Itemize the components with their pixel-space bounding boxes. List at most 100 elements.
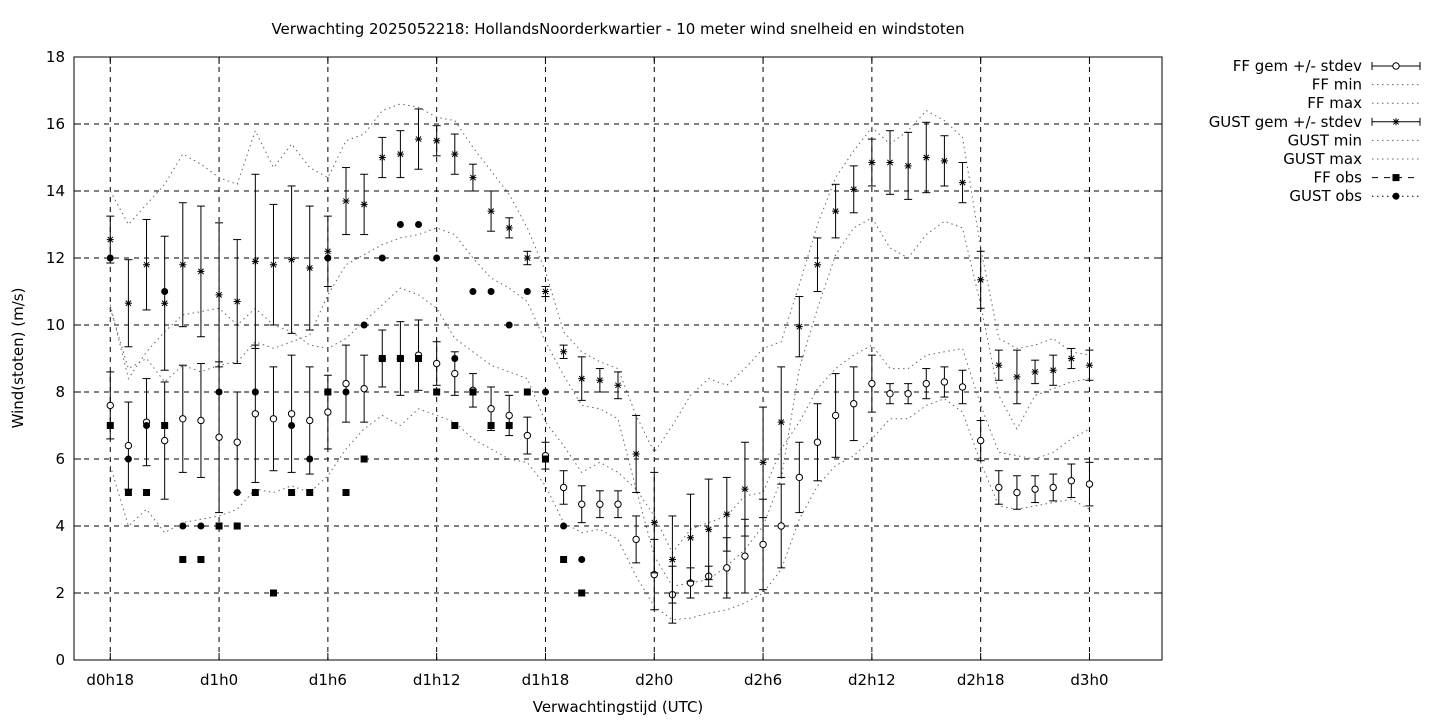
ff-mean-point — [215, 433, 223, 441]
gust-obs-point — [469, 288, 477, 295]
gust-mean-point — [161, 299, 169, 307]
legend-label: GUST max — [1283, 150, 1362, 168]
min-max-bands — [109, 103, 1090, 621]
gust-mean-point — [197, 267, 205, 275]
gust-mean-point — [1013, 373, 1021, 381]
gust-mean-point — [505, 224, 513, 232]
gust-mean-point — [723, 510, 731, 518]
x-tick-label: d3h0 — [1070, 671, 1108, 689]
gust-mean-point — [469, 174, 477, 182]
x-axis-label: Verwachtingstijd (UTC) — [533, 698, 704, 716]
gust-mean-point — [342, 197, 350, 205]
gust-mean-point — [904, 162, 912, 170]
gust-mean-point — [451, 150, 459, 158]
ff-mean-point — [976, 436, 985, 445]
gust-mean-point — [868, 159, 876, 167]
y-tick-label: 8 — [55, 383, 65, 401]
ff-obs-point — [106, 422, 114, 429]
ff-mean-point — [596, 500, 604, 508]
ff-mean-point — [451, 369, 459, 378]
ff-mean-point — [106, 401, 114, 410]
gust-mean-point — [1067, 355, 1075, 362]
y-tick-label: 0 — [55, 651, 65, 669]
ff-mean-point — [342, 379, 350, 388]
gust-mean-point — [415, 135, 423, 143]
gust-mean-point — [614, 381, 622, 389]
ff-obs-point — [560, 556, 568, 563]
gust-obs-point — [143, 422, 151, 429]
gust-mean-point — [977, 276, 985, 284]
ff-mean-point — [831, 411, 840, 420]
x-tick-label: d1h12 — [413, 671, 461, 689]
gust-mean-point — [940, 157, 948, 165]
y-tick-label: 12 — [46, 249, 65, 267]
chart-title: Verwachting 2025052218: HollandsNoorderk… — [271, 20, 964, 38]
y-tick-label: 18 — [46, 48, 65, 66]
ff-mean-point — [995, 483, 1003, 492]
x-tick-label: d2h6 — [744, 671, 782, 689]
ff-mean-point — [922, 379, 930, 388]
gust-mean-point — [560, 348, 568, 356]
ff-mean-point — [904, 389, 912, 398]
x-tick-label: d2h18 — [957, 671, 1005, 689]
legend-marker-square — [1392, 174, 1400, 182]
gust-mean-point — [995, 361, 1003, 369]
gust-mean-point — [886, 159, 894, 167]
gust-mean-point — [378, 154, 386, 161]
y-axis-label: Wind(stoten) (m/s) — [9, 288, 27, 429]
x-tick-label: d1h0 — [200, 671, 238, 689]
gust-obs-point — [360, 321, 368, 329]
ff-obs-point — [269, 589, 277, 597]
ff-mean-point — [160, 436, 169, 445]
legend-marker-star — [1392, 118, 1400, 126]
gust-mean-point — [215, 291, 223, 299]
ff-mean-point — [886, 389, 894, 398]
ff-obs-point — [378, 355, 386, 362]
ff-obs-point — [451, 422, 459, 429]
gust-obs-point — [433, 254, 441, 262]
ff-obs-point — [360, 455, 368, 463]
ff-mean-point — [578, 500, 586, 508]
y-tick-label: 10 — [46, 316, 65, 334]
ff-mean-point — [287, 410, 296, 418]
ff-mean-point — [940, 378, 949, 386]
gust-obs-point — [396, 221, 404, 228]
ff-obs-point — [179, 556, 187, 563]
ff-obs-point — [161, 422, 169, 429]
ff-mean-point — [1085, 480, 1094, 488]
y-tick-label: 2 — [55, 584, 65, 602]
series-line-gust-max — [109, 103, 1090, 454]
ff-mean-point — [324, 408, 332, 416]
errorbar-series — [106, 108, 1094, 624]
gust-obs-point — [251, 388, 259, 396]
ff-obs-point — [233, 522, 241, 530]
ff-mean-point — [233, 438, 241, 446]
gust-obs-point — [415, 221, 423, 228]
ff-obs-point — [433, 388, 441, 396]
gust-mean-point — [1085, 361, 1093, 369]
gust-obs-point — [288, 422, 296, 429]
ff-obs-point — [523, 388, 531, 396]
gust-obs-point — [179, 522, 187, 530]
ff-obs-point — [342, 489, 350, 496]
gust-mean-point — [668, 556, 676, 563]
gust-obs-point — [560, 522, 568, 530]
gust-obs-point — [161, 288, 169, 295]
gust-mean-point — [324, 247, 332, 255]
gust-mean-point — [179, 261, 187, 269]
ff-mean-point — [559, 483, 568, 492]
gust-obs-point — [541, 388, 549, 396]
gust-mean-point — [741, 485, 749, 493]
ff-mean-point — [795, 473, 804, 482]
legend-label: FF min — [1312, 76, 1362, 94]
gust-obs-point — [523, 288, 531, 295]
ff-mean-point — [306, 416, 314, 425]
gust-mean-point — [143, 261, 151, 269]
ff-mean-point — [813, 438, 822, 446]
ff-mean-point — [124, 441, 133, 450]
ff-mean-point — [868, 379, 876, 388]
legend-marker-circle — [1392, 62, 1400, 70]
gust-mean-point — [705, 525, 713, 533]
ff-obs-point — [197, 556, 205, 563]
gust-mean-point — [632, 450, 640, 458]
